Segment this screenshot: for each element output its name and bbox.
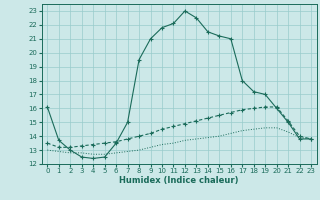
X-axis label: Humidex (Indice chaleur): Humidex (Indice chaleur) xyxy=(119,176,239,185)
